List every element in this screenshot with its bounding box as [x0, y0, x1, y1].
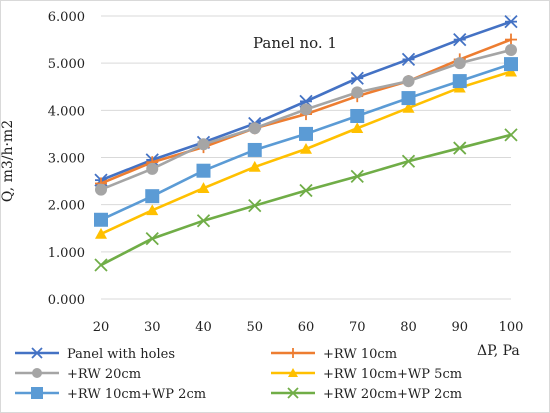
series-rw-10cm-wp-5cm	[95, 65, 517, 239]
data-point	[31, 347, 43, 359]
x-tick-label: 80	[400, 320, 417, 335]
series-line	[100, 133, 512, 267]
legend-item: +RW 20cm+WP 2cm	[271, 387, 462, 402]
x-tick-label: 100	[499, 320, 524, 335]
legend-item: +RW 10cm	[271, 347, 397, 362]
y-tick-label: 4.000	[48, 104, 85, 119]
data-point	[401, 154, 416, 168]
data-point	[300, 143, 312, 154]
x-tick-label: 20	[93, 320, 110, 335]
data-point	[401, 91, 416, 106]
data-point	[504, 57, 518, 72]
legend-label: +RW 10cm+WP 2cm	[67, 387, 206, 402]
data-point	[196, 214, 211, 228]
data-point	[248, 122, 261, 135]
legend-label: +RW 10cm+WP 5cm	[323, 367, 462, 382]
chart-annotation: Panel no. 1	[253, 34, 337, 52]
data-point	[248, 198, 262, 213]
x-tick-label: 60	[298, 320, 315, 335]
legend-label: +RW 10cm	[323, 347, 397, 362]
y-axis-label: Q, m3/h·m2	[1, 120, 16, 202]
x-axis-label: ΔP, Pa	[477, 343, 520, 359]
y-tick-labels: 0.000 1.000 2.000 3.000 4.000 5.000 6.000	[48, 10, 85, 308]
data-point	[505, 33, 517, 46]
data-point	[31, 387, 43, 399]
data-point	[145, 231, 159, 246]
legend: Panel with holes +RW 10cm +RW 20cm +RW 10cm…	[15, 347, 462, 402]
data-point	[300, 103, 312, 116]
series-rw-20cm	[95, 43, 517, 196]
y-tick-label: 0.000	[48, 293, 85, 308]
data-point	[32, 368, 42, 378]
data-point	[197, 138, 210, 151]
x-tick-label: 40	[195, 320, 212, 335]
data-point	[350, 169, 364, 184]
data-point	[402, 75, 415, 88]
data-point	[350, 71, 364, 85]
series-rw-10cm-wp-2cm	[94, 57, 518, 227]
data-point	[145, 189, 160, 204]
data-point	[94, 258, 108, 272]
data-point	[248, 160, 261, 172]
y-tick-label: 6.000	[48, 10, 85, 25]
data-point	[350, 108, 365, 123]
legend-item: Panel with holes	[15, 347, 175, 362]
data-point	[452, 74, 467, 89]
data-point	[401, 52, 416, 67]
data-point	[351, 122, 364, 134]
data-point	[146, 204, 159, 216]
legend-label: Panel with holes	[67, 347, 175, 362]
data-point	[95, 183, 107, 196]
data-point	[146, 162, 159, 175]
x-tick-label: 30	[144, 320, 161, 335]
data-point	[196, 163, 211, 178]
data-point	[453, 141, 467, 155]
series-layer	[94, 15, 518, 272]
series-rw-20cm-wp-2cm	[94, 128, 518, 272]
data-point	[504, 128, 518, 142]
x-tick-label: 70	[349, 320, 366, 335]
data-point	[453, 32, 467, 47]
legend-item: +RW 20cm	[15, 367, 141, 382]
y-tick-label: 2.000	[48, 199, 85, 214]
legend-item: +RW 10cm+WP 5cm	[271, 367, 462, 382]
y-tick-label: 3.000	[48, 152, 85, 167]
data-point	[247, 142, 262, 157]
legend-item: +RW 10cm+WP 2cm	[15, 387, 206, 402]
x-tick-label: 90	[451, 320, 468, 335]
data-point	[287, 387, 299, 399]
x-tick-labels: 20 30 40 50 60 70 80 90 100	[93, 320, 524, 335]
data-point	[402, 101, 415, 113]
y-tick-label: 5.000	[48, 57, 85, 72]
legend-label: +RW 20cm+WP 2cm	[323, 387, 462, 402]
data-point	[299, 126, 313, 141]
data-point	[505, 43, 517, 56]
y-tick-label: 1.000	[48, 246, 85, 261]
data-point	[197, 182, 210, 193]
data-point	[351, 86, 364, 99]
data-point	[288, 368, 298, 377]
data-point	[453, 57, 466, 70]
data-point	[288, 348, 298, 358]
legend-label: +RW 20cm	[67, 367, 141, 382]
x-tick-label: 50	[246, 320, 263, 335]
data-point	[504, 15, 518, 29]
data-point	[299, 183, 313, 198]
series-line	[100, 62, 512, 221]
data-point	[94, 212, 108, 227]
data-point	[95, 227, 107, 239]
